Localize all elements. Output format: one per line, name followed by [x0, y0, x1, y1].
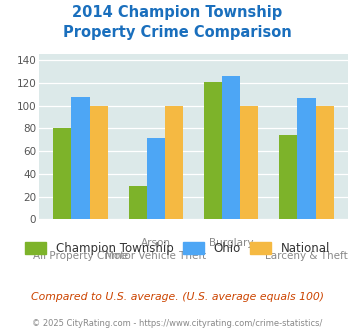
- Bar: [240, 106, 258, 219]
- Bar: [204, 82, 222, 219]
- Bar: [222, 76, 240, 219]
- Bar: [147, 138, 165, 219]
- Bar: [297, 98, 316, 219]
- Bar: [279, 135, 297, 219]
- Text: © 2025 CityRating.com - https://www.cityrating.com/crime-statistics/: © 2025 CityRating.com - https://www.city…: [32, 319, 323, 328]
- Bar: [71, 97, 89, 219]
- Text: Compared to U.S. average. (U.S. average equals 100): Compared to U.S. average. (U.S. average …: [31, 292, 324, 302]
- Bar: [129, 186, 147, 219]
- Text: All Property Crime: All Property Crime: [33, 251, 128, 261]
- Text: Arson: Arson: [141, 238, 171, 248]
- Text: 2014 Champion Township
Property Crime Comparison: 2014 Champion Township Property Crime Co…: [63, 5, 292, 40]
- Text: Larceny & Theft: Larceny & Theft: [265, 251, 348, 261]
- Text: Burglary: Burglary: [209, 238, 253, 248]
- Bar: [53, 128, 71, 219]
- Text: Motor Vehicle Theft: Motor Vehicle Theft: [105, 251, 206, 261]
- Bar: [165, 106, 183, 219]
- Bar: [316, 106, 334, 219]
- Legend: Champion Township, Ohio, National: Champion Township, Ohio, National: [20, 237, 335, 260]
- Bar: [89, 106, 108, 219]
